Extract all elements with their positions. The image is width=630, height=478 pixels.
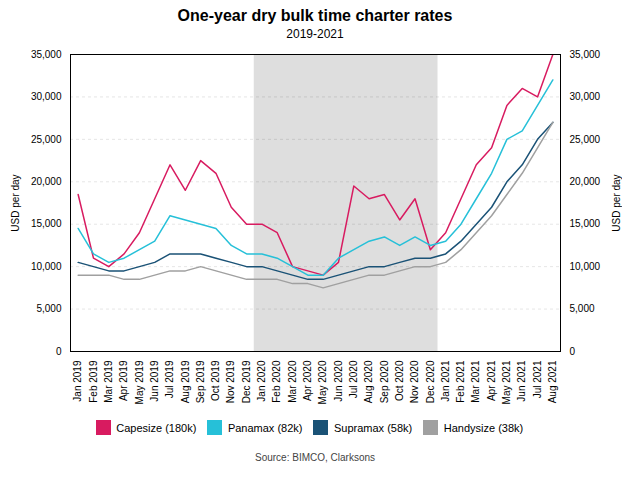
svg-text:35,000: 35,000 [31, 49, 62, 60]
svg-text:Feb 2020: Feb 2020 [271, 360, 282, 403]
svg-text:Oct 2019: Oct 2019 [210, 360, 221, 401]
svg-text:Sep 2019: Sep 2019 [195, 360, 206, 403]
svg-text:15,000: 15,000 [31, 218, 62, 229]
svg-text:Sep 2020: Sep 2020 [379, 360, 390, 403]
svg-text:Jun 2019: Jun 2019 [149, 360, 160, 402]
svg-text:Nov 2019: Nov 2019 [225, 360, 236, 403]
svg-text:Mar 2020: Mar 2020 [287, 360, 298, 403]
svg-text:0: 0 [570, 346, 576, 357]
svg-text:Mar 2019: Mar 2019 [103, 360, 114, 403]
svg-text:Dec 2020: Dec 2020 [425, 360, 436, 403]
svg-text:May 2021: May 2021 [501, 360, 512, 404]
svg-text:Jul 2020: Jul 2020 [348, 360, 359, 398]
svg-text:20,000: 20,000 [570, 176, 601, 187]
svg-text:0: 0 [56, 346, 62, 357]
svg-text:30,000: 30,000 [570, 91, 601, 102]
svg-text:Oct 2020: Oct 2020 [394, 360, 405, 401]
svg-text:5,000: 5,000 [570, 303, 595, 314]
svg-text:Dec 2019: Dec 2019 [241, 360, 252, 403]
svg-text:Aug 2019: Aug 2019 [180, 360, 191, 403]
svg-text:25,000: 25,000 [570, 134, 601, 145]
svg-text:15,000: 15,000 [570, 218, 601, 229]
html-text:Source: BIMCO, Clarksons: Source: BIMCO, Clarksons [255, 451, 375, 463]
svg-text:10,000: 10,000 [570, 261, 601, 272]
svg-text:Nov 2020: Nov 2020 [409, 360, 420, 403]
svg-text:Jun 2021: Jun 2021 [516, 360, 527, 402]
svg-text:Aug 2020: Aug 2020 [363, 360, 374, 403]
svg-text:Jul 2021: Jul 2021 [532, 360, 543, 398]
svg-text:Jan 2021: Jan 2021 [440, 360, 451, 402]
svg-text:Jun 2020: Jun 2020 [333, 360, 344, 402]
svg-text:Feb 2021: Feb 2021 [455, 360, 466, 403]
svg-text:May 2020: May 2020 [317, 360, 328, 404]
svg-text:20,000: 20,000 [31, 176, 62, 187]
svg-text:USD per day: USD per day [10, 174, 21, 231]
svg-text:30,000: 30,000 [31, 91, 62, 102]
svg-text:Apr 2019: Apr 2019 [118, 360, 129, 401]
svg-text:25,000: 25,000 [31, 134, 62, 145]
svg-text:Feb 2019: Feb 2019 [88, 360, 99, 403]
svg-text:Apr 2020: Apr 2020 [302, 360, 313, 401]
svg-text:Jul 2019: Jul 2019 [164, 360, 175, 398]
html-text:Panamax (82k): Panamax (82k) [227, 421, 303, 434]
svg-text:Mar 2021: Mar 2021 [470, 360, 481, 403]
html-text:Supramax (58k): Supramax (58k) [334, 421, 413, 434]
svg-text:35,000: 35,000 [570, 49, 601, 60]
svg-text:May 2019: May 2019 [134, 360, 145, 404]
html-text:Handysize (38k): Handysize (38k) [443, 421, 524, 434]
svg-text:Jan 2020: Jan 2020 [256, 360, 267, 402]
html-text:One-year dry bulk time charter: One-year dry bulk time charter rates [177, 7, 453, 24]
svg-text:10,000: 10,000 [31, 261, 62, 272]
html-text:Capesize (180k): Capesize (180k) [116, 421, 197, 434]
svg-text:USD per day: USD per day [611, 174, 622, 231]
html-text:2019-2021: 2019-2021 [286, 27, 344, 41]
svg-text:Apr 2021: Apr 2021 [486, 360, 497, 401]
svg-text:Jan 2019: Jan 2019 [72, 360, 83, 402]
svg-text:5,000: 5,000 [36, 303, 61, 314]
svg-text:Aug 2021: Aug 2021 [547, 360, 558, 403]
